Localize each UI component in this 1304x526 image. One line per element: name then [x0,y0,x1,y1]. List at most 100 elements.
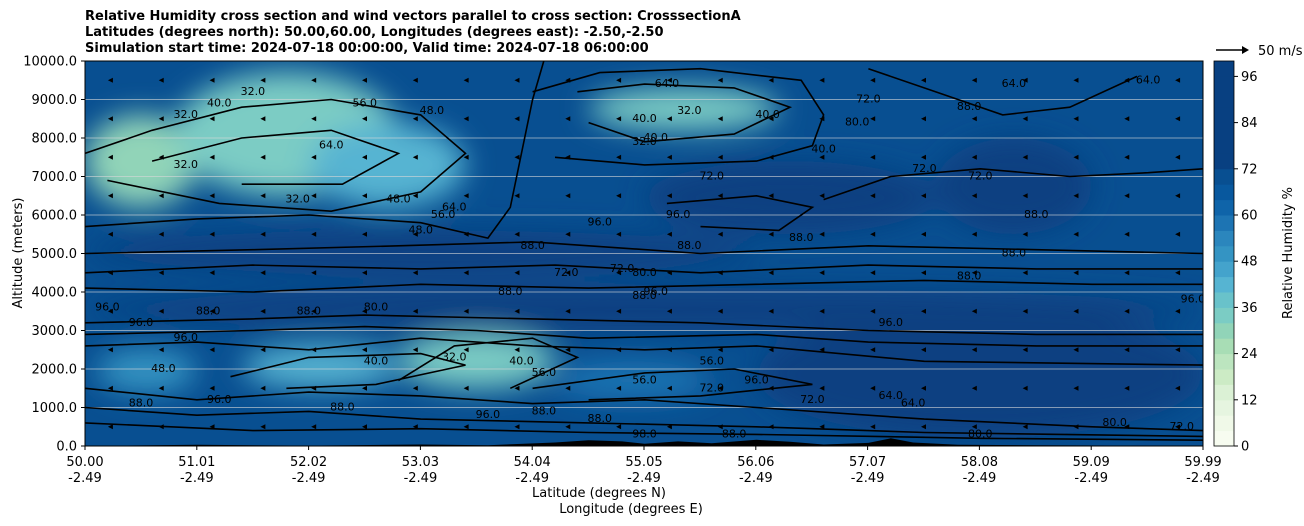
wind-vector [616,77,622,83]
contour-label: 40.0 [811,143,836,156]
x-tick-label-lat: 55.05 [625,455,662,470]
y-tick-label: 7000.0 [32,170,78,185]
contour-label: 64.0 [1136,73,1161,86]
wind-vector [768,193,774,199]
wind-vector [971,77,977,83]
rh-region-5 [398,334,556,389]
colorbar-segment [1214,384,1234,401]
x-axis-label-line-2: Longitude (degrees E) [559,502,703,517]
contour-label: 96.0 [588,216,613,229]
wind-vector [412,77,418,83]
wind-vector [666,308,672,314]
rh-region-6 [96,349,197,393]
wind-vector [1175,154,1181,160]
contour-label: 64.0 [442,200,467,213]
contour-label: 56.0 [431,208,456,221]
wind-vector [260,116,266,122]
wind-vector [1022,270,1028,276]
contour-label: 98.0 [632,427,657,440]
wind-vector [362,154,367,160]
wind-vector [311,77,317,83]
wind-vector [311,424,317,430]
x-tick-label-lon: -2.49 [515,471,549,486]
colorbar-segment [1214,230,1234,247]
wind-vector [311,154,317,160]
wind-vector [921,308,926,314]
contour-line-19 [85,61,545,239]
y-tick-label: 0.0 [56,440,77,455]
wind-vector [1124,154,1130,160]
wind-vector [717,270,723,276]
contour-label: 80.0 [968,427,993,440]
contour-label: 64.0 [901,397,926,410]
contour-label: 80.0 [632,266,657,279]
contour-line-0 [85,337,1203,366]
wind-vector [717,193,723,199]
wind-vector [209,116,215,122]
arrow-icon [1242,46,1249,54]
wind-vector [971,193,977,199]
contour-label: 40.0 [644,131,669,144]
contour-label: 72.0 [800,393,825,406]
contour-label: 72.0 [968,170,993,183]
wind-vector [463,77,469,83]
x-tick-label-lon: -2.49 [627,471,661,486]
rh-region-3 [588,87,779,131]
wind-vector [616,193,622,199]
wind-vector [819,385,825,391]
contour-line-2 [85,314,1203,336]
contour-label: 80.0 [845,116,870,129]
wind-vector [819,308,825,314]
contour-line-10 [151,129,401,185]
wind-vector [1022,116,1028,122]
wind-vector [260,154,266,160]
contour-label: 96.0 [207,393,232,406]
wind-vector [870,116,876,122]
contour-label: 48.0 [420,104,445,117]
wind-vector [1124,231,1130,237]
wind-vector [819,270,825,276]
wind-vector [666,116,672,122]
y-tick-label: 1000.0 [32,401,78,416]
wind-vector [565,424,571,430]
wind-vector [666,270,672,276]
wind-vector [158,347,164,353]
wind-vector [1022,347,1028,353]
contour-label: 96.0 [744,374,769,387]
wind-vector [717,77,723,83]
wind-vector [362,424,367,430]
wind-vector [463,116,469,122]
wind-vector [717,308,723,314]
wind-vector [209,77,215,83]
wind-vector [107,116,113,122]
wind-vector [768,270,774,276]
x-tick-label-lat: 54.04 [514,455,551,470]
colorbar-segment [1214,276,1234,293]
wind-vector [819,77,825,83]
colorbar-segment [1214,322,1234,339]
colorbar-segment [1214,292,1234,308]
rh-region-8 [644,161,936,235]
colorbar-label: Relative Humidity % [1281,187,1296,319]
wind-vector [107,424,113,430]
colorbar-tick-label: 36 [1241,301,1258,316]
wind-vector [768,77,774,83]
wind-vector [971,231,977,237]
wind-vector [1175,116,1181,122]
contour-label: 88.0 [532,404,557,417]
contour-label: 96.0 [173,331,198,344]
wind-vector [1175,385,1181,391]
wind-vector [311,270,317,276]
wind-vector [1175,231,1181,237]
wind-vector [717,231,723,237]
wind-vector [107,347,113,353]
wind-vector [666,77,672,83]
colorbar-segment [1214,369,1234,385]
y-tick-label: 2000.0 [32,363,78,378]
wind-vector [362,77,367,83]
contour-label: 72.0 [610,262,635,275]
wind-vector [1073,308,1079,314]
contour-label: 32.0 [241,85,266,98]
colorbar-segment [1214,353,1234,370]
wind-vector [412,116,418,122]
